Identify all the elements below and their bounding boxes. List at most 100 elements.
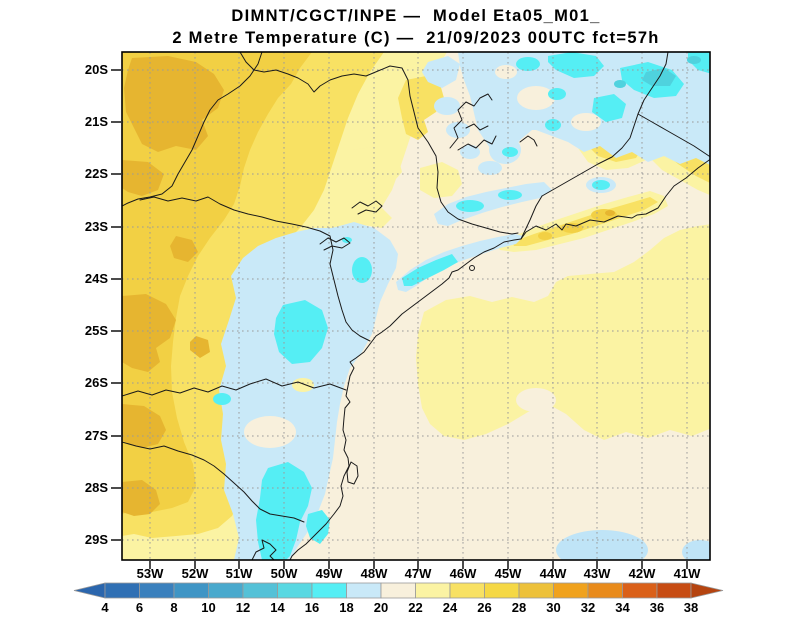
colorbar-segment [104,582,140,599]
colorbar-segment [656,582,692,599]
cool-lobe [478,161,502,175]
colorbar-segment [346,582,382,599]
boundary-lines [122,52,710,560]
colorbar-value: 28 [512,600,526,615]
bright-cyan-patch [274,300,328,364]
colorbar-labels: 4 6 8 10 12 14 16 18 20 22 24 26 28 30 3… [101,600,698,615]
cream-hole [244,416,296,448]
colorbar-segment [242,582,278,599]
colorbar-segment [518,582,554,599]
minas-espirito-santo-border [637,52,669,115]
colorbar-value: 4 [101,600,109,615]
colorbar-segment [311,582,347,599]
rio-amber-dot [605,210,615,216]
minas-sao-paulo-border [239,52,519,235]
lon-label: 46W [450,566,477,581]
colorbar-value: 38 [684,600,698,615]
colorbar-value: 14 [270,600,285,615]
ocean-pale-yellow-region [416,224,710,440]
teal-spot [687,56,701,64]
colorbar-value: 22 [408,600,422,615]
lat-label: 28S [85,480,108,495]
colorbar-value: 6 [136,600,143,615]
lon-label: 48W [361,566,388,581]
colorbar-value: 10 [201,600,215,615]
bright-cyan-patch [498,190,522,200]
bright-cyan-patch [456,200,484,212]
colorbar-value: 32 [581,600,595,615]
rio-espirito-santo-border [637,113,710,158]
cream-hole [517,86,555,110]
amber-patch [122,160,164,196]
florianopolis-island [346,461,359,485]
bright-cyan-patch [213,393,231,405]
bright-cyan-patch [352,257,372,283]
teal-spot [614,80,626,88]
mantiqueira-cool-strip [434,182,552,226]
cream-hole [571,113,601,131]
parana-river-border [122,52,263,207]
title-line-1: DIMNT/CGCT/INPE — Model Eta05_M01_ [231,7,600,25]
colorbar-value: 18 [339,600,353,615]
lon-label: 41W [674,566,701,581]
gold-west-band [122,52,312,514]
lat-label: 24S [85,271,108,286]
bright-cyan-patch [502,147,518,157]
ocean-blue-patch [682,540,710,560]
reservoir-lake [319,237,351,251]
colorbar-value: 12 [236,600,250,615]
cream-hole [516,388,556,412]
graticule [122,52,710,560]
santa-catarina-south-border [122,441,305,523]
bright-cyan-patch [256,462,312,560]
lon-label: 52W [182,566,209,581]
cool-lobe [434,97,460,115]
reservoir-lake [465,123,489,131]
bright-cyan-patch [402,254,458,286]
lon-label: 44W [540,566,567,581]
lon-label: 42W [629,566,656,581]
amber-patch [124,56,224,152]
colorbar-value: 36 [650,600,664,615]
colorbar-segment [622,582,658,599]
bright-cyan-patch [545,119,561,131]
colorbar-segment [277,582,313,599]
bright-cyan-patch [592,94,626,122]
coastal-lagoon [251,539,277,560]
lat-label: 27S [85,428,108,443]
colorbar-segment [449,582,485,599]
lon-label: 47W [405,566,432,581]
lat-label: 25S [85,323,108,338]
lon-label: 50W [271,566,298,581]
lat-label: 22S [85,166,108,181]
reservoir-lake [519,135,538,147]
colorbar-value: 20 [374,600,388,615]
bright-cyan-patch [516,57,540,71]
colorbar-segment [553,582,589,599]
lat-label: 23S [85,219,108,234]
lon-label: 51W [226,566,253,581]
reservoir-lake [449,93,493,149]
lon-label: 45W [495,566,522,581]
colorbar-left-arrow [73,582,106,599]
amber-patch [170,236,198,262]
colorbar-segment [380,582,416,599]
lon-label: 49W [316,566,343,581]
reservoir-lake [457,135,497,151]
ocean-cool-patches [556,530,710,560]
colorbar-value: 24 [443,600,458,615]
pale-yellow-patch [344,146,402,190]
lat-label: 21S [85,114,108,129]
pale-yellow-spot-on-cool [292,378,314,392]
bright-cyan-patch [592,180,610,190]
bright-cyan-patch [548,88,566,100]
colorbar-segment [139,582,175,599]
ocean-blue-patch [556,530,648,560]
cool-lobe [422,56,460,88]
cool-lobe [460,145,480,159]
map-plot-area [122,52,710,560]
colorbar-segment [173,582,209,599]
colorbar-segment [415,582,451,599]
